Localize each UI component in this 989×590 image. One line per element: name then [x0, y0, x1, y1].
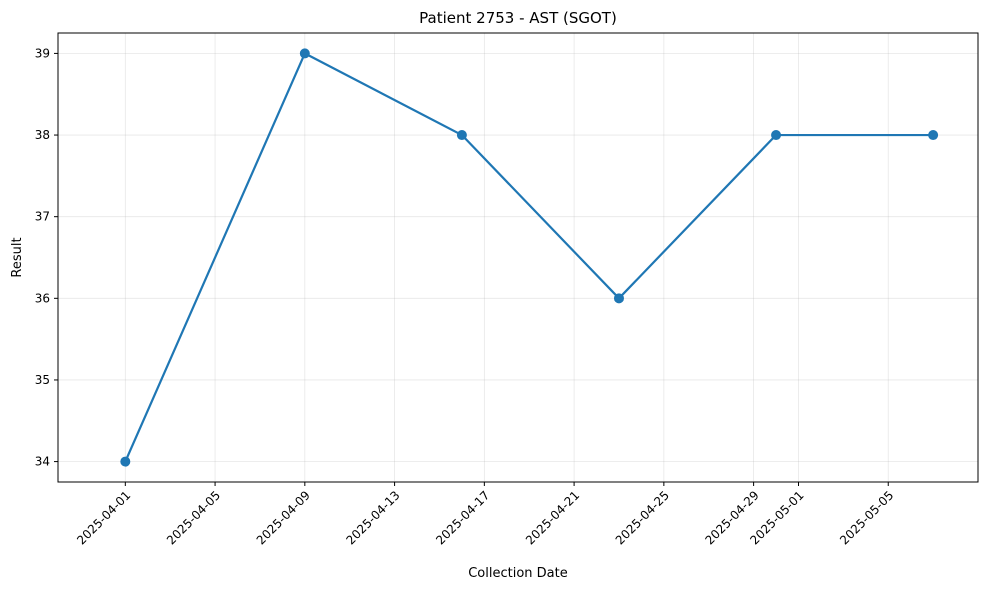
y-axis-title: Result [10, 237, 25, 277]
x-tick-label: 2025-05-05 [837, 488, 896, 547]
y-tick-label: 36 [35, 291, 50, 305]
y-tick-label: 34 [35, 455, 50, 469]
plot-frame [57, 32, 979, 483]
x-tick-label: 2025-04-21 [523, 488, 582, 547]
x-tick-label: 2025-04-05 [164, 488, 223, 547]
labels: Patient 2753 - AST (SGOT) Collection Dat… [10, 9, 617, 581]
data-point [299, 48, 310, 59]
axes: 2025-04-01 2025-04-05 2025-04-09 2025-04-13… [35, 32, 979, 547]
series-line [124, 52, 934, 463]
x-tick-label: 2025-04-01 [74, 488, 133, 547]
data-point [120, 456, 131, 467]
y-tick-label: 35 [35, 373, 50, 387]
y-tick-label: 37 [35, 210, 50, 224]
y-tick-label: 39 [35, 46, 50, 60]
data-point [771, 130, 782, 141]
data-point [928, 130, 939, 141]
x-tick-label: 2025-04-17 [433, 488, 492, 547]
grid-lines [58, 33, 978, 482]
x-axis-title: Collection Date [468, 566, 568, 581]
data-point [613, 293, 624, 304]
x-tick-label: 2025-04-09 [254, 488, 313, 547]
series-layer [120, 48, 939, 467]
y-tick-label: 38 [35, 128, 50, 142]
data-point [456, 130, 467, 141]
x-tick-label: 2025-04-25 [613, 488, 672, 547]
chart-title: Patient 2753 - AST (SGOT) [419, 9, 617, 27]
x-tick-label: 2025-04-13 [343, 488, 402, 547]
